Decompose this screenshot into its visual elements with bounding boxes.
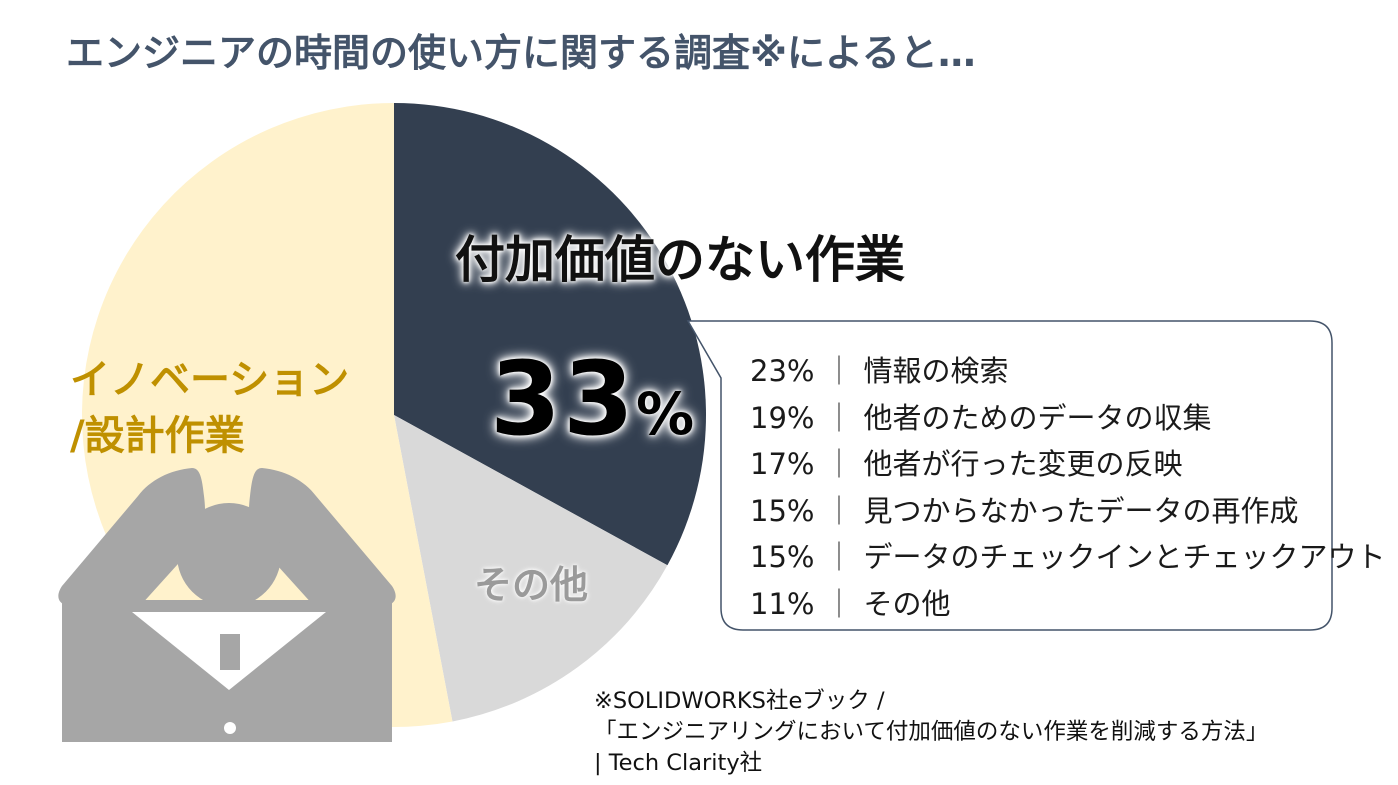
source-line-1: ※SOLIDWORKS社eブック / <box>594 688 885 714</box>
breakdown-item: 17% ｜ 他者が行った変更の反映 <box>750 441 1386 488</box>
breakdown-separator: ｜ <box>824 586 854 621</box>
breakdown-label: 他者のためのデータの収集 <box>863 400 1212 435</box>
pie-slices <box>81 102 707 728</box>
breakdown-pct: 15% <box>750 493 815 528</box>
breakdown-label: 見つからなかったデータの再作成 <box>863 493 1299 528</box>
highlight-value: 33 <box>490 340 636 459</box>
breakdown-separator: ｜ <box>824 540 854 574</box>
pie-slice-other <box>394 415 668 722</box>
slice-label-other: その他 <box>474 563 589 607</box>
breakdown-item: 11% ｜ その他 <box>750 581 1386 628</box>
source-note: ※SOLIDWORKS社eブック / 「エンジニアリングにおいて付加価値のない作… <box>594 686 1268 779</box>
pie-slice-non-value <box>394 103 707 566</box>
breakdown-item: 15% ｜ 見つからなかったデータの再作成 <box>750 488 1386 535</box>
breakdown-list: 23% ｜ 情報の検索 19% ｜ 他者のためのデータの収集 17% ｜ 他者が行った変更の反映… <box>750 348 1386 627</box>
slice-label-innovation: イノベーション /設計作業 <box>70 352 349 464</box>
source-line-3: | Tech Clarity社 <box>594 750 763 776</box>
page-title: エンジニアの時間の使い方に関する調査※によると… <box>66 31 976 75</box>
breakdown-item: 19% ｜ 他者のためのデータの収集 <box>750 395 1386 442</box>
slice-label-innovation-line1: イノベーション <box>70 357 350 403</box>
breakdown-label: その他 <box>863 586 951 621</box>
breakdown-pct: 23% <box>750 354 815 388</box>
breakdown-label: 情報の検索 <box>863 354 1009 388</box>
highlight-unit: % <box>635 380 695 448</box>
breakdown-pct: 19% <box>750 400 815 435</box>
source-line-2: 「エンジニアリングにおいて付加価値のない作業を削減する方法」 <box>594 719 1269 745</box>
breakdown-separator: ｜ <box>824 354 854 388</box>
breakdown-item: 15% ｜ データのチェックインとチェックアウト <box>750 534 1386 581</box>
highlight-percentage: 33% <box>490 340 694 459</box>
slice-label-innovation-line2: /設計作業 <box>70 413 245 459</box>
breakdown-pct: 11% <box>750 586 815 621</box>
breakdown-separator: ｜ <box>824 447 854 481</box>
breakdown-separator: ｜ <box>824 493 854 528</box>
breakdown-label: 他者が行った変更の反映 <box>863 447 1183 481</box>
breakdown-item: 23% ｜ 情報の検索 <box>750 348 1386 395</box>
breakdown-pct: 17% <box>750 447 815 481</box>
breakdown-label: データのチェックインとチェックアウト <box>863 540 1386 574</box>
frustrated-person-icon <box>58 468 396 742</box>
breakdown-separator: ｜ <box>824 400 854 435</box>
breakdown-pct: 15% <box>750 540 815 574</box>
slice-label-non-value: 付加価値のない作業 <box>455 231 905 289</box>
